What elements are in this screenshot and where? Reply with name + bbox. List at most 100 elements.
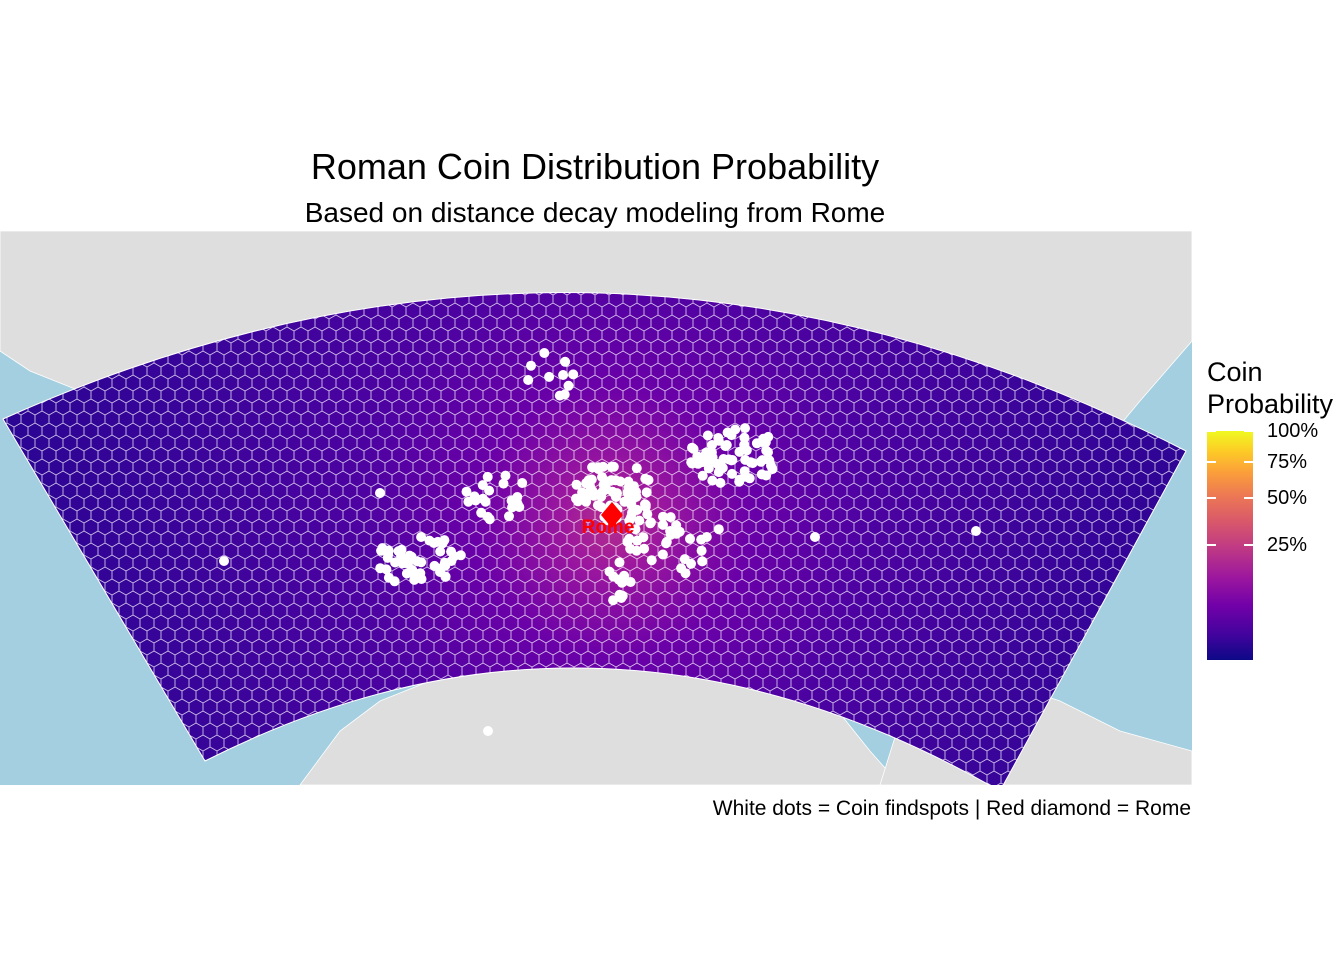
findspot-dot: [500, 470, 511, 481]
findspot-dot: [685, 533, 695, 544]
findspot-dot: [686, 558, 696, 569]
map-canvas[interactable]: Rome: [0, 231, 1192, 785]
findspot-dot: [727, 468, 737, 479]
findspot-dot: [596, 491, 607, 502]
findspot-dot: [607, 486, 618, 497]
findspot-dot: [631, 545, 642, 556]
findspot-dot: [563, 380, 574, 391]
findspot-dot: [504, 511, 514, 522]
findspot-dot: [482, 471, 493, 482]
legend-tick-label-1: 75%: [1267, 450, 1308, 473]
findspot-dot: [476, 507, 487, 518]
findspot-dot: [628, 493, 639, 503]
findspot-dot: [598, 479, 609, 490]
findspot-dot: [558, 370, 569, 380]
findspot-dot: [658, 519, 668, 530]
findspot-dot: [703, 463, 714, 474]
legend-title-line1: Coin: [1207, 357, 1263, 387]
findspot-dot: [638, 532, 649, 543]
findspot-dot: [624, 515, 635, 526]
findspot-dot: [661, 536, 672, 547]
findspot-dot: [686, 457, 697, 468]
legend-tick-label-2: 50%: [1267, 486, 1308, 509]
map-title: Roman Coin Distribution Probability: [310, 146, 880, 187]
findspot-dot: [697, 556, 708, 567]
findspot-dot: [747, 458, 758, 469]
findspot-dot: [439, 557, 450, 568]
findspot-dot: [707, 440, 717, 450]
findspot-dot: [696, 534, 707, 545]
findspot-dot: [219, 556, 229, 566]
findspot-dot: [640, 473, 651, 484]
legend-title: Coin Probability: [1207, 356, 1333, 420]
findspot-dot: [715, 477, 726, 488]
findspot-dot: [639, 543, 650, 554]
findspot-dot: [641, 487, 652, 498]
findspot-dot: [646, 555, 657, 566]
findspot-dot: [610, 475, 621, 486]
findspot-dot: [971, 526, 981, 536]
findspot-dot: [658, 511, 668, 522]
rome-label: Rome: [582, 517, 635, 538]
findspot-dot: [723, 454, 734, 465]
findspot-dot: [696, 545, 707, 556]
map-subtitle: Based on distance decay modeling from Ro…: [304, 197, 886, 228]
findspot-dot: [523, 375, 534, 385]
findspot-dot: [744, 473, 755, 484]
findspot-dot: [587, 462, 598, 473]
findspot-dot: [713, 524, 724, 535]
findspot-dot: [477, 480, 488, 491]
findspot-dot: [539, 348, 550, 358]
findspot-dot: [810, 532, 820, 542]
findspot-dot: [416, 557, 427, 568]
findspot-dot: [598, 461, 609, 472]
findspot-dot: [717, 462, 728, 473]
findspot-dot: [435, 546, 446, 557]
findspot-dot: [389, 576, 400, 587]
findspot-dot: [544, 371, 555, 382]
findspot-dot: [416, 574, 427, 584]
legend-tick-label-3: 25%: [1267, 533, 1308, 556]
findspot-dot: [614, 557, 625, 568]
findspot-dot: [657, 549, 668, 560]
findspot-dot: [383, 545, 394, 556]
findspot-dot: [702, 430, 713, 441]
findspot-dot: [437, 538, 448, 549]
findspot-dot: [757, 455, 768, 466]
findspot-dot: [554, 390, 565, 401]
findspot-dot: [483, 726, 493, 736]
findspot-dot: [623, 476, 634, 487]
findspot-dot: [455, 550, 466, 561]
findspot-dot: [766, 460, 776, 471]
map-panel[interactable]: Rome: [0, 231, 1192, 785]
findspot-dot: [498, 478, 509, 489]
findspot-dot: [461, 486, 472, 497]
findspot-dot: [706, 447, 717, 458]
findspot-dot: [526, 360, 536, 371]
findspot-dot: [761, 445, 772, 456]
coin-findspots: [219, 348, 981, 736]
findspot-dot: [665, 512, 676, 523]
findspot-dot: [560, 356, 571, 367]
findspot-dot: [642, 509, 653, 520]
rome-marker[interactable]: [601, 502, 623, 528]
findspot-dot: [674, 526, 685, 537]
findspot-dot: [734, 446, 745, 457]
findspot-dot: [645, 517, 656, 528]
findspot-dot: [428, 538, 439, 548]
findspot-dot: [676, 563, 687, 574]
findspot-dot: [583, 475, 594, 486]
findspot-dot: [630, 524, 641, 535]
legend-title-line2: Probability: [1207, 389, 1334, 419]
findspot-dot: [631, 463, 642, 474]
legend: Coin Probability 100% 75% 50% 25%: [1207, 356, 1344, 666]
findspot-dot: [401, 568, 412, 579]
findspot-dot: [381, 564, 392, 575]
findspot-dot: [763, 431, 774, 442]
findspot-dot: [697, 470, 708, 481]
findspot-dot: [568, 369, 579, 380]
findspot-dot: [416, 532, 427, 542]
findspot-dot: [514, 502, 525, 512]
findspot-dot: [376, 545, 387, 556]
findspot-dot: [581, 488, 592, 499]
